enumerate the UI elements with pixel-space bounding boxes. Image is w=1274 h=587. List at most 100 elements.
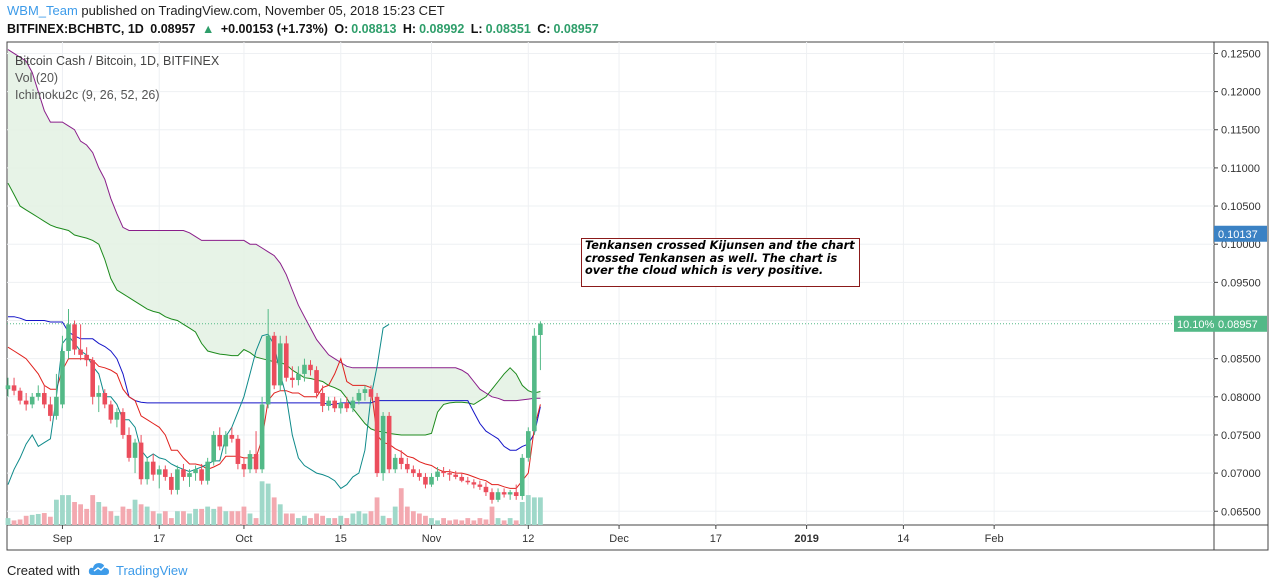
candle-body[interactable] xyxy=(29,396,35,405)
candle-body[interactable] xyxy=(338,402,344,409)
candle-body[interactable] xyxy=(320,392,325,406)
candle-body[interactable] xyxy=(144,461,150,480)
candle-body[interactable] xyxy=(374,396,380,474)
legend-title[interactable]: Bitcoin Cash / Bitcoin, 1D, BITFINEX xyxy=(15,54,220,68)
candle-body[interactable] xyxy=(78,349,83,355)
candle-body[interactable] xyxy=(532,335,537,432)
candle-body[interactable] xyxy=(217,434,223,447)
candle-body[interactable] xyxy=(72,324,77,350)
candle-body[interactable] xyxy=(507,492,513,495)
legend-volume[interactable]: Vol (20) xyxy=(15,71,59,85)
candle-body[interactable] xyxy=(187,473,192,477)
candle-body[interactable] xyxy=(386,415,392,470)
candle-body[interactable] xyxy=(17,390,23,401)
candle-body[interactable] xyxy=(265,335,271,405)
candle-body[interactable] xyxy=(302,364,307,374)
candle-body[interactable] xyxy=(344,402,350,409)
candle-body[interactable] xyxy=(205,461,210,481)
candle-body[interactable] xyxy=(11,385,17,391)
candle-body[interactable] xyxy=(156,469,162,475)
candle-body[interactable] xyxy=(102,392,108,405)
candle-body[interactable] xyxy=(48,404,53,416)
candle-body[interactable] xyxy=(284,343,289,378)
candle-body[interactable] xyxy=(350,400,356,409)
candle-body[interactable] xyxy=(66,324,71,352)
candle-body[interactable] xyxy=(501,492,507,495)
candle-body[interactable] xyxy=(332,400,337,409)
candle-body[interactable] xyxy=(368,389,374,397)
candle-body[interactable] xyxy=(447,473,452,475)
candle-body[interactable] xyxy=(362,389,368,393)
candle-body[interactable] xyxy=(483,486,489,493)
legend-ichimoku[interactable]: Ichimoku2c (9, 26, 52, 26) xyxy=(15,88,160,102)
candle-body[interactable] xyxy=(223,434,229,447)
candle-body[interactable] xyxy=(175,469,180,490)
candle-body[interactable] xyxy=(417,473,422,477)
candle-body[interactable] xyxy=(477,484,483,487)
candle-body[interactable] xyxy=(296,373,301,381)
footer-brand[interactable]: TradingView xyxy=(115,563,188,578)
candle-body[interactable] xyxy=(199,469,204,481)
candle-body[interactable] xyxy=(126,434,132,458)
candle-body[interactable] xyxy=(229,434,235,439)
candle-body[interactable] xyxy=(513,492,519,497)
candle-body[interactable] xyxy=(435,471,440,477)
candle-body[interactable] xyxy=(356,392,362,401)
kijun-sen-line xyxy=(8,316,541,451)
candle-body[interactable] xyxy=(138,442,144,480)
candle-body[interactable] xyxy=(405,463,410,470)
candle-body[interactable] xyxy=(380,415,386,474)
candle-body[interactable] xyxy=(120,412,126,435)
candle-body[interactable] xyxy=(42,392,47,405)
candle-body[interactable] xyxy=(241,463,247,470)
candle-body[interactable] xyxy=(489,492,495,500)
candle-body[interactable] xyxy=(411,469,416,474)
candle-body[interactable] xyxy=(23,400,29,405)
candle-body[interactable] xyxy=(84,354,89,361)
candle-body[interactable] xyxy=(441,471,446,474)
candle-body[interactable] xyxy=(326,400,331,406)
candle-body[interactable] xyxy=(271,335,277,386)
candle-body[interactable] xyxy=(108,404,114,420)
candle-body[interactable] xyxy=(526,431,531,458)
x-tick-label: Feb xyxy=(985,533,1004,545)
candle-body[interactable] xyxy=(60,351,65,405)
candle-body[interactable] xyxy=(132,442,138,458)
candle-body[interactable] xyxy=(211,434,216,462)
candle-body[interactable] xyxy=(35,392,41,397)
candle-body[interactable] xyxy=(253,454,259,470)
candle-body[interactable] xyxy=(235,438,241,464)
candle-body[interactable] xyxy=(150,461,156,475)
author-name[interactable]: WBM_Team xyxy=(7,3,78,18)
candle-body[interactable] xyxy=(471,482,477,485)
candle-body[interactable] xyxy=(429,476,434,485)
candle-body[interactable] xyxy=(163,469,168,477)
candle-body[interactable] xyxy=(259,404,265,470)
candle-body[interactable] xyxy=(181,469,186,477)
volume-bar xyxy=(247,513,253,525)
candle-body[interactable] xyxy=(519,457,525,497)
candle-body[interactable] xyxy=(538,323,543,336)
candle-body[interactable] xyxy=(5,385,11,390)
candle-body[interactable] xyxy=(495,492,501,500)
volume-bar xyxy=(459,520,465,525)
candle-body[interactable] xyxy=(314,370,319,393)
candle-body[interactable] xyxy=(423,476,428,485)
candle-body[interactable] xyxy=(247,454,253,470)
candle-body[interactable] xyxy=(54,396,59,416)
candle-body[interactable] xyxy=(459,476,465,481)
candle-body[interactable] xyxy=(290,377,295,381)
candle-body[interactable] xyxy=(169,476,174,490)
candle-body[interactable] xyxy=(398,457,404,464)
candle-body[interactable] xyxy=(465,480,471,483)
candle-body[interactable] xyxy=(96,392,102,397)
candle-body[interactable] xyxy=(114,412,120,420)
candle-body[interactable] xyxy=(308,364,313,371)
candle-body[interactable] xyxy=(392,457,398,470)
candle-body[interactable] xyxy=(453,474,458,477)
annotation-note[interactable]: Tenkansen crossed Kijunsen and the chart… xyxy=(581,238,860,287)
candle-body[interactable] xyxy=(193,469,198,474)
candle-body[interactable] xyxy=(277,343,283,386)
candle-body[interactable] xyxy=(90,360,95,397)
